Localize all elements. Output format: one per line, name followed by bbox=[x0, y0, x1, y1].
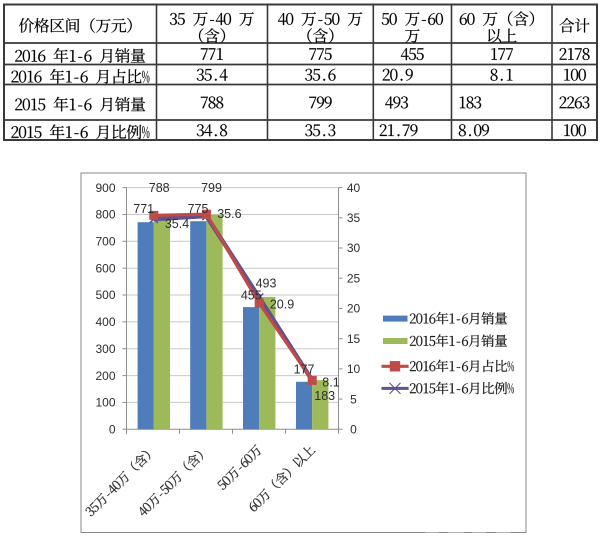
svg-text:500: 500 bbox=[95, 288, 115, 302]
svg-text:20.9: 20.9 bbox=[270, 298, 294, 312]
svg-text:400: 400 bbox=[95, 315, 115, 329]
svg-text:15: 15 bbox=[347, 332, 361, 346]
svg-text:771: 771 bbox=[133, 202, 154, 216]
svg-text:35.4: 35.4 bbox=[165, 217, 189, 231]
svg-text:30: 30 bbox=[347, 241, 361, 255]
svg-text:700: 700 bbox=[95, 235, 115, 249]
svg-text:493: 493 bbox=[256, 277, 277, 291]
svg-text:177: 177 bbox=[294, 363, 315, 377]
svg-text:455: 455 bbox=[241, 289, 262, 303]
svg-text:35: 35 bbox=[347, 211, 361, 225]
svg-text:5: 5 bbox=[350, 392, 357, 406]
svg-text:300: 300 bbox=[95, 342, 115, 356]
svg-text:10: 10 bbox=[347, 362, 361, 376]
svg-text:600: 600 bbox=[95, 261, 115, 275]
svg-text:0: 0 bbox=[350, 423, 357, 437]
svg-text:799: 799 bbox=[201, 181, 222, 195]
svg-text:8.1: 8.1 bbox=[322, 375, 339, 389]
svg-text:200: 200 bbox=[95, 369, 115, 383]
svg-text:788: 788 bbox=[149, 181, 170, 195]
svg-text:35.6: 35.6 bbox=[217, 207, 241, 221]
svg-text:25: 25 bbox=[347, 271, 361, 285]
svg-text:183: 183 bbox=[314, 389, 335, 403]
svg-text:800: 800 bbox=[95, 208, 115, 222]
svg-text:775: 775 bbox=[188, 202, 209, 216]
svg-text:900: 900 bbox=[95, 181, 115, 195]
svg-text:0: 0 bbox=[109, 423, 116, 437]
svg-text:100: 100 bbox=[95, 396, 115, 410]
svg-text:20: 20 bbox=[347, 302, 361, 316]
svg-text:40: 40 bbox=[347, 181, 361, 195]
